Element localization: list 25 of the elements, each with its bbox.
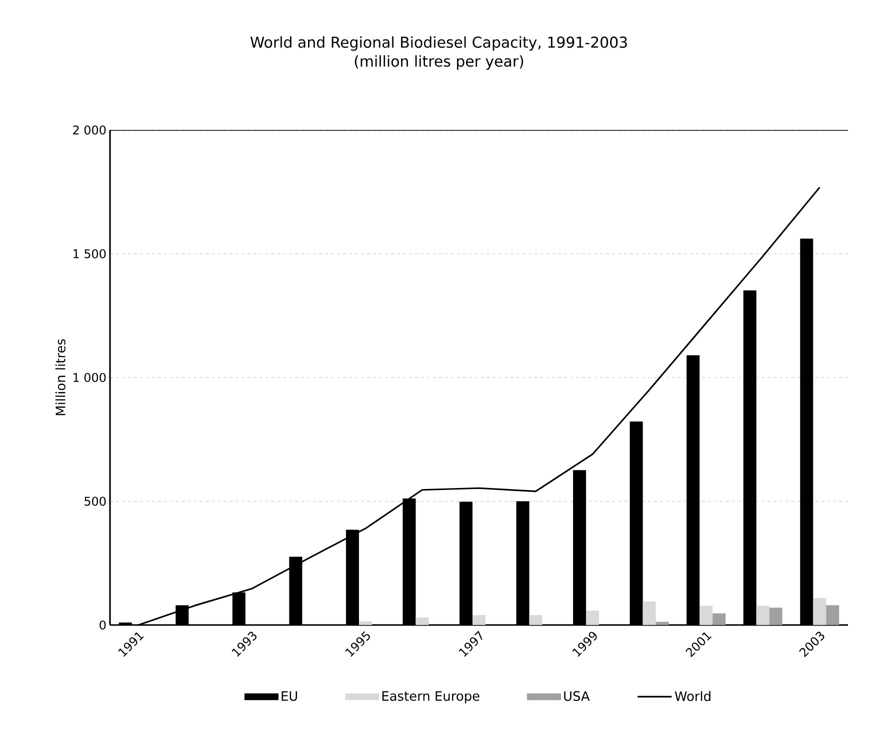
y-tick-label: 2 000	[73, 125, 106, 135]
bar	[642, 601, 656, 625]
bar	[826, 605, 840, 625]
bar	[769, 608, 782, 625]
y-tick-label: 1 000	[74, 372, 106, 382]
y-tick-label: 500	[84, 496, 106, 506]
chart-subtitle: (million litres per year)	[354, 55, 524, 70]
bar	[656, 622, 669, 625]
bar	[756, 606, 770, 625]
legend-label: EU	[282, 691, 298, 701]
y-axis-title: Million litres	[55, 339, 66, 416]
bar	[416, 618, 429, 625]
legend-label: USA	[564, 691, 590, 701]
legend-label: World	[674, 691, 710, 702]
y-tick-label: 1 500	[74, 249, 106, 258]
bar	[813, 598, 826, 625]
bar	[700, 606, 713, 625]
chart-title: World and Regional Biodiesel Capacity, 1991-2003	[250, 36, 627, 51]
bar	[529, 615, 542, 625]
bar	[472, 615, 486, 625]
y-tick-label: 0	[100, 620, 106, 630]
bar	[712, 613, 726, 625]
bar	[586, 610, 600, 625]
legend-label: Eastern Europe	[382, 691, 480, 704]
bar	[358, 621, 372, 625]
